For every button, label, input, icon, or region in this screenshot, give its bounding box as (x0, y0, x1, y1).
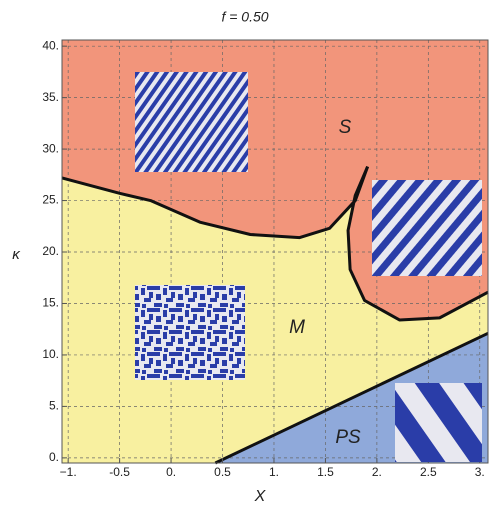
y-tick-label: 5. (49, 399, 59, 413)
x-tick-label: 1. (269, 465, 279, 479)
y-axis-label: κ (12, 246, 21, 263)
x-tick-label: 3. (475, 465, 485, 479)
pattern-inset (395, 383, 482, 462)
chart-title: f = 0.50 (221, 9, 268, 25)
y-tick-label: 15. (42, 296, 59, 310)
x-tick-label: −1. (60, 465, 77, 479)
y-tick-label: 10. (42, 347, 59, 361)
chart: f = 0.50 X κ −1. -0.5 0. 0.5 1. 1.5 2. 2.5 3. 0. 5… (0, 0, 490, 510)
y-tick-label: 40. (42, 38, 59, 52)
region-label: S (339, 117, 352, 138)
pattern-inset (135, 72, 248, 172)
x-tick-label: 2.5 (420, 465, 437, 479)
x-tick-label: 1.5 (317, 465, 334, 479)
x-tick-label: -0.5 (109, 465, 130, 479)
x-axis-label: X (254, 488, 267, 505)
x-tick-label: 2. (372, 465, 382, 479)
pattern-inset (372, 180, 482, 276)
x-tick-label: 0. (166, 465, 176, 479)
pattern-inset (135, 285, 245, 380)
y-tick-label: 20. (42, 244, 59, 258)
y-tick-label: 25. (42, 193, 59, 207)
page: {"chart_data": { "type": "phase", "title… (0, 0, 490, 510)
y-tick-label: 35. (42, 90, 59, 104)
y-tick-label: 0. (49, 450, 59, 464)
x-tick-label: 0.5 (214, 465, 231, 479)
region-label: PS (335, 427, 361, 448)
y-tick-label: 30. (42, 141, 59, 155)
region-label: M (289, 317, 305, 338)
